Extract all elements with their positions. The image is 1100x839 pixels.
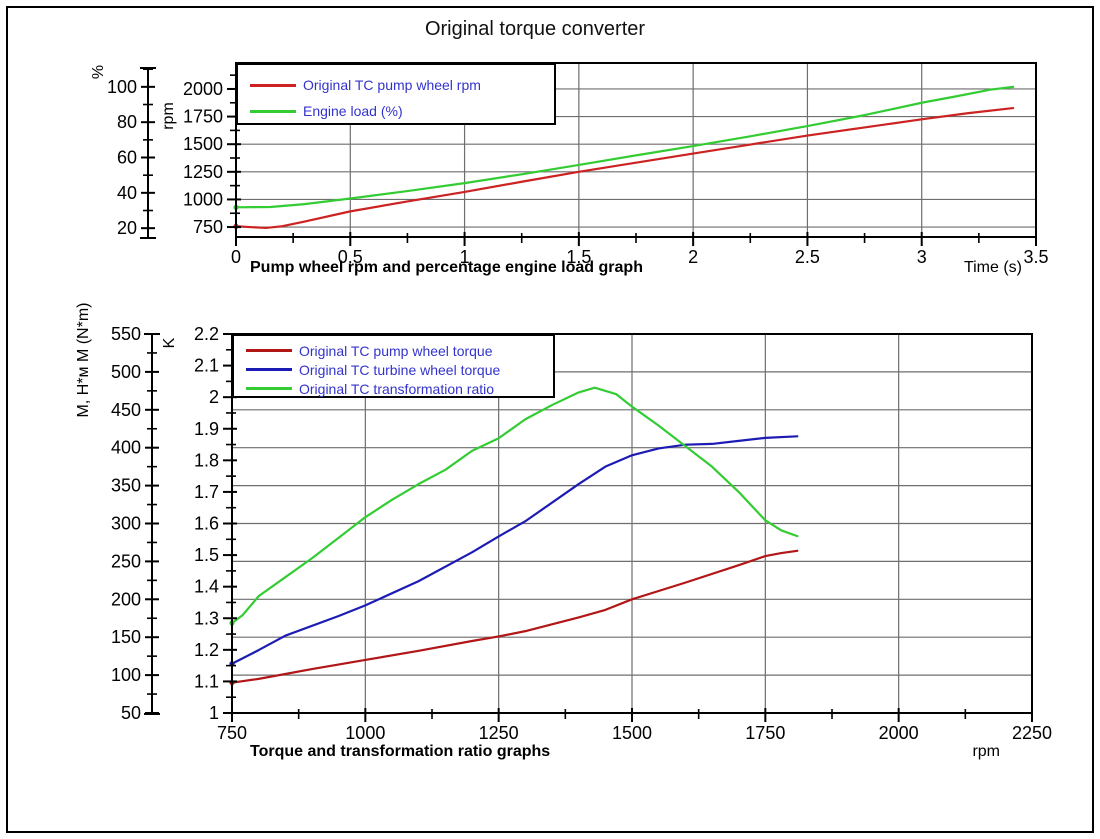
legend-item: Original TC pump wheel torque xyxy=(234,341,553,360)
top-x-tick-label: 1 xyxy=(460,247,470,267)
bottom-inner-tick-label: 1.1 xyxy=(194,671,219,691)
bottom-inner-tick-label: 1.9 xyxy=(194,419,219,439)
top-x-axis-unit-label: Time (s) xyxy=(963,259,1022,276)
bottom-inner-tick-label: 1.8 xyxy=(194,450,219,470)
bottom-inner-tick-label: 2.1 xyxy=(194,356,219,376)
bottom-series-line xyxy=(230,386,799,625)
top-chart-caption: Pump wheel rpm and percentage engine loa… xyxy=(250,259,643,276)
top-outer-tick-label: 80 xyxy=(117,112,137,132)
top-inner-tick-label: 1000 xyxy=(183,189,223,209)
top-outer-tick-label: 100 xyxy=(107,77,137,97)
legend-item: Engine load (%) xyxy=(238,98,554,124)
bottom-outer-tick-label: 200 xyxy=(111,589,141,609)
top-x-tick-label: 3 xyxy=(917,247,927,267)
legend-label: Original TC pump wheel torque xyxy=(299,342,493,359)
bottom-x-tick-label: 1250 xyxy=(479,723,519,743)
bottom-series-line xyxy=(230,435,799,665)
bottom-outer-tick-label: 50 xyxy=(121,703,141,723)
legend-swatch xyxy=(250,83,296,87)
top-x-tick-label: 2.5 xyxy=(795,247,820,267)
top-x-tick-label: 2 xyxy=(688,247,698,267)
bottom-inner-axis-unit-label: K xyxy=(161,337,178,349)
bottom-outer-axis-unit-label: M, H*м M (N*m) xyxy=(75,302,92,418)
bottom-outer-tick-label: 450 xyxy=(111,400,141,420)
bottom-x-tick-label: 1500 xyxy=(612,723,652,743)
bottom-x-tick-label: 2250 xyxy=(1012,723,1052,743)
legend-swatch xyxy=(246,368,292,371)
legend-swatch xyxy=(246,349,292,352)
bottom-outer-tick-label: 500 xyxy=(111,362,141,382)
top-inner-tick-label: 750 xyxy=(193,217,223,237)
top-inner-tick-label: 1500 xyxy=(183,134,223,154)
bottom-inner-tick-label: 1.3 xyxy=(194,608,219,628)
bottom-inner-tick-label: 1 xyxy=(209,703,219,723)
top-outer-tick-label: 40 xyxy=(117,183,137,203)
bottom-outer-tick-label: 300 xyxy=(111,514,141,534)
top-x-tick-label: 1.5 xyxy=(566,247,591,267)
bottom-outer-tick-label: 400 xyxy=(111,438,141,458)
top-inner-tick-label: 1750 xyxy=(183,107,223,127)
bottom-inner-tick-label: 2 xyxy=(209,387,219,407)
bottom-inner-tick-label: 1.4 xyxy=(194,577,219,597)
top-chart-legend: Original TC pump wheel rpm Engine load (%… xyxy=(236,63,556,125)
top-outer-tick-label: 60 xyxy=(117,148,137,168)
bottom-inner-tick-label: 1.6 xyxy=(194,514,219,534)
legend-item: Original TC pump wheel rpm xyxy=(238,72,554,98)
bottom-inner-tick-label: 1.2 xyxy=(194,640,219,660)
bottom-outer-tick-label: 100 xyxy=(111,665,141,685)
top-inner-tick-label: 2000 xyxy=(183,79,223,99)
legend-label: Original TC pump wheel rpm xyxy=(303,77,481,93)
top-series-line xyxy=(234,85,1015,209)
bottom-x-tick-label: 1000 xyxy=(345,723,385,743)
bottom-x-tick-label: 1750 xyxy=(745,723,785,743)
legend-swatch xyxy=(246,387,292,390)
bottom-x-tick-label: 2000 xyxy=(879,723,919,743)
bottom-series-line xyxy=(230,549,799,684)
legend-item: Original TC turbine wheel torque xyxy=(234,360,553,379)
top-series-line xyxy=(234,106,1015,230)
legend-item: Original TC transformation ratio xyxy=(234,379,553,398)
legend-label: Original TC turbine wheel torque xyxy=(299,361,501,378)
top-outer-axis-unit-label: % xyxy=(90,64,107,80)
bottom-inner-tick-label: 1.7 xyxy=(194,482,219,502)
bottom-inner-tick-label: 1.5 xyxy=(194,545,219,565)
legend-label: Engine load (%) xyxy=(303,103,403,119)
bottom-outer-tick-label: 550 xyxy=(111,324,141,344)
bottom-inner-tick-label: 2.2 xyxy=(194,324,219,344)
bottom-x-tick-label: 750 xyxy=(217,723,247,743)
bottom-x-axis-unit-label: rpm xyxy=(972,743,1000,760)
top-outer-tick-label: 20 xyxy=(117,218,137,238)
bottom-chart-caption: Torque and transformation ratio graphs xyxy=(250,743,551,760)
top-x-tick-label: 3.5 xyxy=(1023,247,1048,267)
bottom-chart-legend: Original TC pump wheel torque Original TC… xyxy=(232,334,555,398)
top-x-tick-label: 0.5 xyxy=(338,247,363,267)
bottom-outer-tick-label: 250 xyxy=(111,551,141,571)
legend-swatch xyxy=(250,109,296,113)
top-inner-tick-label: 1250 xyxy=(183,162,223,182)
top-x-tick-label: 0 xyxy=(231,247,241,267)
figure-title: Original torque converter xyxy=(424,18,646,40)
top-inner-axis-unit-label: rpm xyxy=(160,102,177,130)
legend-label: Original TC transformation ratio xyxy=(299,380,495,397)
bottom-outer-tick-label: 350 xyxy=(111,476,141,496)
bottom-outer-tick-label: 150 xyxy=(111,627,141,647)
